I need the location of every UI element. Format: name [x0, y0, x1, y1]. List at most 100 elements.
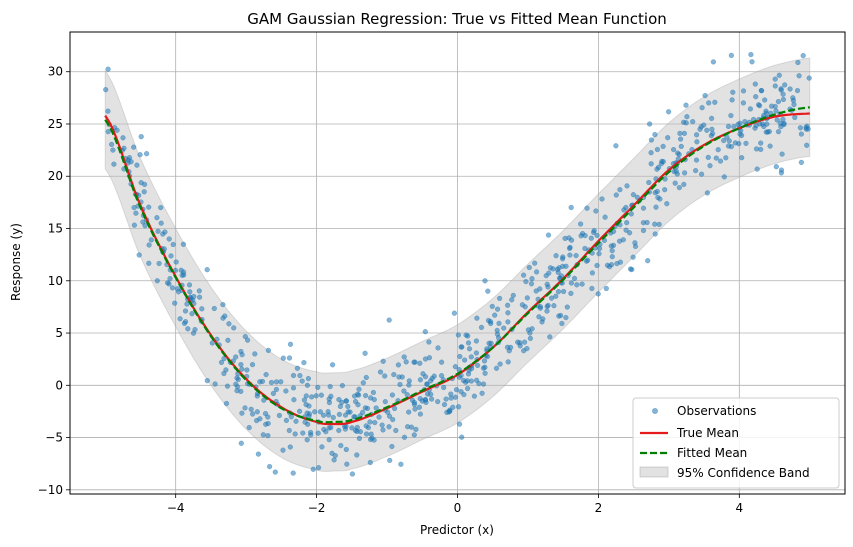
- observation-point: [238, 361, 244, 368]
- observation-point: [758, 87, 764, 94]
- observation-point: [704, 127, 710, 133]
- observation-point: [225, 337, 231, 343]
- observation-point: [371, 437, 377, 443]
- observation-point: [670, 146, 677, 153]
- observation-point: [795, 59, 801, 66]
- observation-point: [265, 347, 272, 354]
- observation-point: [411, 359, 417, 365]
- observation-point: [391, 405, 398, 412]
- observation-point: [480, 381, 487, 387]
- observation-point: [773, 108, 779, 114]
- legend-fitted-mean-label: Fitted Mean: [677, 446, 747, 460]
- observation-point: [646, 179, 652, 186]
- observation-point: [133, 210, 139, 216]
- observation-point: [105, 129, 111, 135]
- observation-point: [660, 143, 666, 150]
- observation-point: [211, 305, 217, 312]
- observation-point: [749, 59, 755, 65]
- observation-point: [776, 72, 782, 78]
- observation-point: [380, 358, 386, 364]
- observation-point: [630, 254, 636, 260]
- observation-point: [478, 324, 485, 331]
- observation-point: [544, 303, 550, 310]
- observation-point: [694, 139, 700, 145]
- observation-point: [628, 211, 634, 217]
- observation-point: [553, 293, 559, 299]
- observation-point: [128, 159, 134, 165]
- observation-point: [224, 383, 231, 389]
- observation-point: [726, 138, 732, 144]
- observation-point: [579, 230, 586, 237]
- observation-point: [772, 83, 778, 89]
- observation-point: [390, 416, 396, 423]
- observation-point: [261, 397, 267, 403]
- observation-point: [545, 284, 551, 290]
- observation-point: [248, 406, 254, 412]
- observation-point: [494, 306, 501, 312]
- observation-point: [559, 320, 565, 327]
- observation-point: [773, 164, 779, 170]
- observation-point: [743, 140, 749, 147]
- observation-point: [521, 339, 528, 345]
- observation-point: [312, 409, 318, 415]
- observation-point: [613, 192, 619, 198]
- observation-point: [290, 372, 297, 379]
- observation-point: [683, 102, 689, 108]
- observation-point: [406, 378, 412, 384]
- observation-point: [413, 426, 419, 433]
- observation-point: [345, 409, 351, 415]
- observation-point: [473, 377, 480, 383]
- observation-point: [671, 168, 677, 175]
- x-tick-label: −4: [167, 501, 185, 515]
- observation-point: [758, 140, 764, 146]
- observation-point: [313, 393, 319, 399]
- observation-point: [459, 434, 465, 440]
- observation-point: [594, 262, 600, 269]
- observation-point: [291, 397, 297, 403]
- observation-point: [753, 94, 759, 100]
- observation-point: [142, 223, 148, 229]
- observation-point: [382, 399, 388, 405]
- observation-point: [567, 252, 573, 258]
- observation-point: [662, 176, 668, 182]
- observation-point: [412, 406, 418, 412]
- observation-point: [585, 257, 591, 263]
- observation-point: [315, 384, 321, 391]
- observation-point: [794, 87, 801, 94]
- observation-point: [652, 221, 658, 227]
- observation-point: [681, 130, 688, 137]
- observation-point: [452, 394, 459, 400]
- observation-point: [739, 155, 745, 161]
- observation-point: [308, 394, 315, 400]
- observation-point: [712, 99, 718, 105]
- observation-point: [754, 166, 760, 172]
- observation-point: [166, 281, 172, 287]
- observation-point: [629, 266, 635, 273]
- observation-point: [422, 356, 429, 362]
- observation-point: [318, 392, 325, 398]
- observation-point: [589, 285, 595, 292]
- observation-point: [399, 374, 405, 380]
- observation-point: [435, 398, 441, 405]
- observation-point: [172, 300, 178, 306]
- observation-point: [505, 310, 511, 316]
- observation-point: [398, 461, 404, 467]
- observation-point: [707, 163, 713, 169]
- observation-point: [510, 292, 516, 299]
- observation-point: [623, 227, 629, 233]
- observation-point: [728, 112, 734, 119]
- observation-point: [382, 373, 388, 379]
- observation-point: [238, 388, 244, 395]
- observation-point: [301, 359, 307, 366]
- observation-point: [792, 114, 798, 121]
- y-tick-label: 0: [55, 378, 63, 392]
- observation-point: [121, 145, 127, 151]
- observation-point: [111, 161, 117, 167]
- observation-point: [380, 427, 386, 433]
- observation-point: [547, 334, 553, 340]
- observation-point: [185, 326, 191, 332]
- observation-point: [595, 291, 601, 297]
- observation-point: [497, 361, 503, 367]
- observation-point: [752, 81, 758, 87]
- observation-point: [181, 320, 188, 327]
